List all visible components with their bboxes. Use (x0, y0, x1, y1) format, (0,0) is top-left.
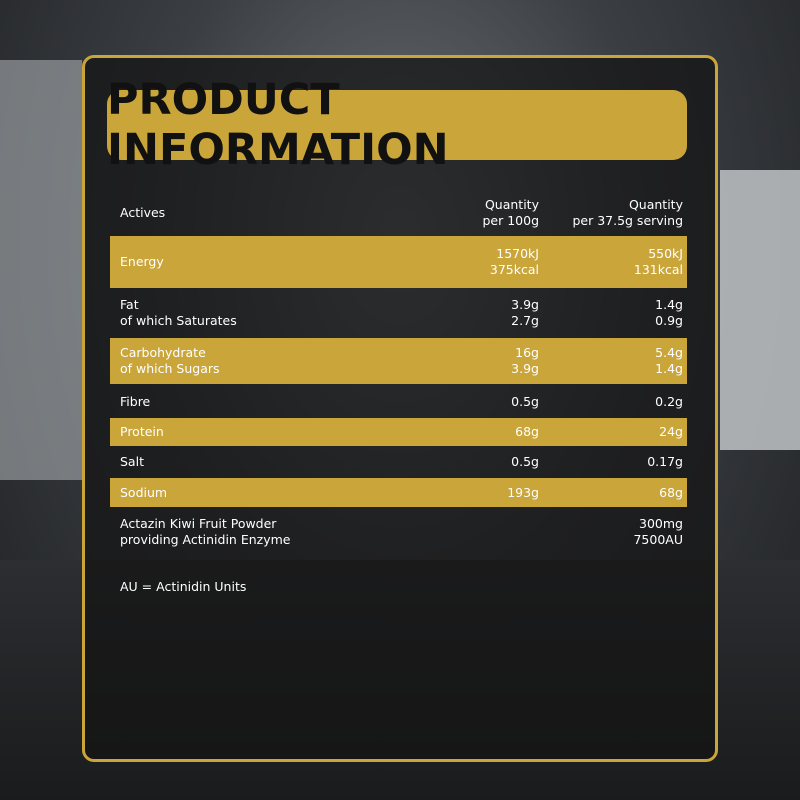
cell-text: 193g (507, 484, 539, 500)
cell-text: Quantity (484, 197, 539, 212)
table-cell: Fibre (120, 392, 150, 412)
table-cell: 300mg 7500AU (633, 516, 683, 548)
cell-text: 0.2g (655, 394, 683, 409)
table-row: Energy 1570kJ 375kcal 550kJ 131kcal (110, 236, 687, 288)
cell-text: 16g (515, 345, 539, 360)
cell-text: Actazin Kiwi Fruit Powder (120, 516, 277, 531)
table-cell: 1.4g 0.9g (655, 296, 683, 330)
cell-text: 0.9g (655, 313, 683, 328)
table-cell: Sodium (120, 478, 167, 507)
table-row: Salt 0.5g 0.17g (110, 452, 687, 472)
cell-text: of which Saturates (120, 313, 237, 328)
table-cell: 1570kJ 375kcal (490, 236, 539, 288)
cell-text: Protein (120, 424, 164, 439)
table-row: Fat of which Saturates 3.9g 2.7g 1.4g 0.9g (110, 296, 687, 330)
table-cell: Energy (120, 236, 164, 288)
cell-text: Fat (120, 297, 139, 312)
table-row: Actazin Kiwi Fruit Powder providing Actin… (110, 516, 687, 548)
table-cell: Carbohydrate of which Sugars (120, 338, 220, 384)
table-cell: 68g (515, 418, 539, 446)
cell-text: 1.4g (655, 297, 683, 312)
cell-text: 24g (659, 424, 683, 439)
cell-text: 375kcal (489, 262, 539, 277)
cell-text: 0.17g (647, 454, 683, 469)
table-row: Fibre 0.5g 0.2g (110, 392, 687, 412)
cell-text: Sodium (120, 484, 168, 500)
info-panel (82, 55, 718, 762)
cell-text: 550kJ (648, 246, 683, 261)
cell-text: Quantity (628, 197, 683, 212)
background-wall (0, 60, 82, 480)
cell-text: 68g (515, 424, 539, 439)
cell-text: providing Actinidin Enzyme (120, 532, 291, 547)
cell-text: 1.4g (655, 361, 683, 376)
cell-text: of which Sugars (120, 361, 220, 376)
cell-text: Fibre (120, 394, 151, 409)
cell-text: 1570kJ (496, 246, 539, 261)
table-cell: 0.2g (655, 392, 683, 412)
background-wall (720, 170, 800, 450)
table-cell: Actazin Kiwi Fruit Powder providing Actin… (120, 516, 290, 548)
cell-text: per 100g (482, 213, 539, 228)
table-cell: 0.17g (647, 452, 683, 472)
table-cell: 16g 3.9g (511, 338, 539, 384)
cell-text: Salt (120, 454, 144, 469)
cell-text: 3.9g (511, 361, 539, 376)
cell-text: 2.7g (511, 313, 539, 328)
table-cell: Quantity per 37.5g serving (572, 195, 683, 231)
table-cell: 3.9g 2.7g (511, 296, 539, 330)
table-cell: 24g (659, 418, 683, 446)
table-cell: Actives (120, 195, 165, 231)
table-cell: 193g (507, 478, 539, 507)
table-row: Sodium 193g 68g (110, 478, 687, 507)
table-cell: 0.5g (511, 392, 539, 412)
table-cell: 550kJ 131kcal (634, 236, 683, 288)
cell-text: per 37.5g serving (572, 213, 683, 228)
table-cell: 68g (659, 478, 683, 507)
cell-text: 5.4g (655, 345, 683, 360)
cell-text: Actives (120, 205, 166, 220)
cell-text: 0.5g (511, 454, 539, 469)
table-cell: Protein (120, 418, 164, 446)
table-cell: Quantity per 100g (482, 195, 539, 231)
table-row: Carbohydrate of which Sugars 16g 3.9g 5.4g 1.… (110, 338, 687, 384)
cell-text: Carbohydrate (120, 345, 206, 360)
cell-text: 0.5g (511, 394, 539, 409)
cell-text: Energy (120, 254, 164, 269)
cell-text: 131kcal (633, 262, 683, 277)
cell-text: 7500AU (633, 532, 683, 547)
table-cell: Fat of which Saturates (120, 296, 237, 330)
table-row: Actives Quantity per 100g Quantity per 37.5g… (110, 195, 687, 231)
table-cell: 0.5g (511, 452, 539, 472)
table-row: Protein 68g 24g (110, 418, 687, 446)
table-cell: 5.4g 1.4g (655, 338, 683, 384)
cell-text: 68g (659, 484, 683, 500)
title: PRODUCT INFORMATION (107, 75, 687, 175)
table-cell: Salt (120, 452, 144, 472)
footnote: AU = Actinidin Units (120, 579, 247, 594)
cell-text: 3.9g (511, 297, 539, 312)
cell-text: 300mg (639, 516, 683, 531)
